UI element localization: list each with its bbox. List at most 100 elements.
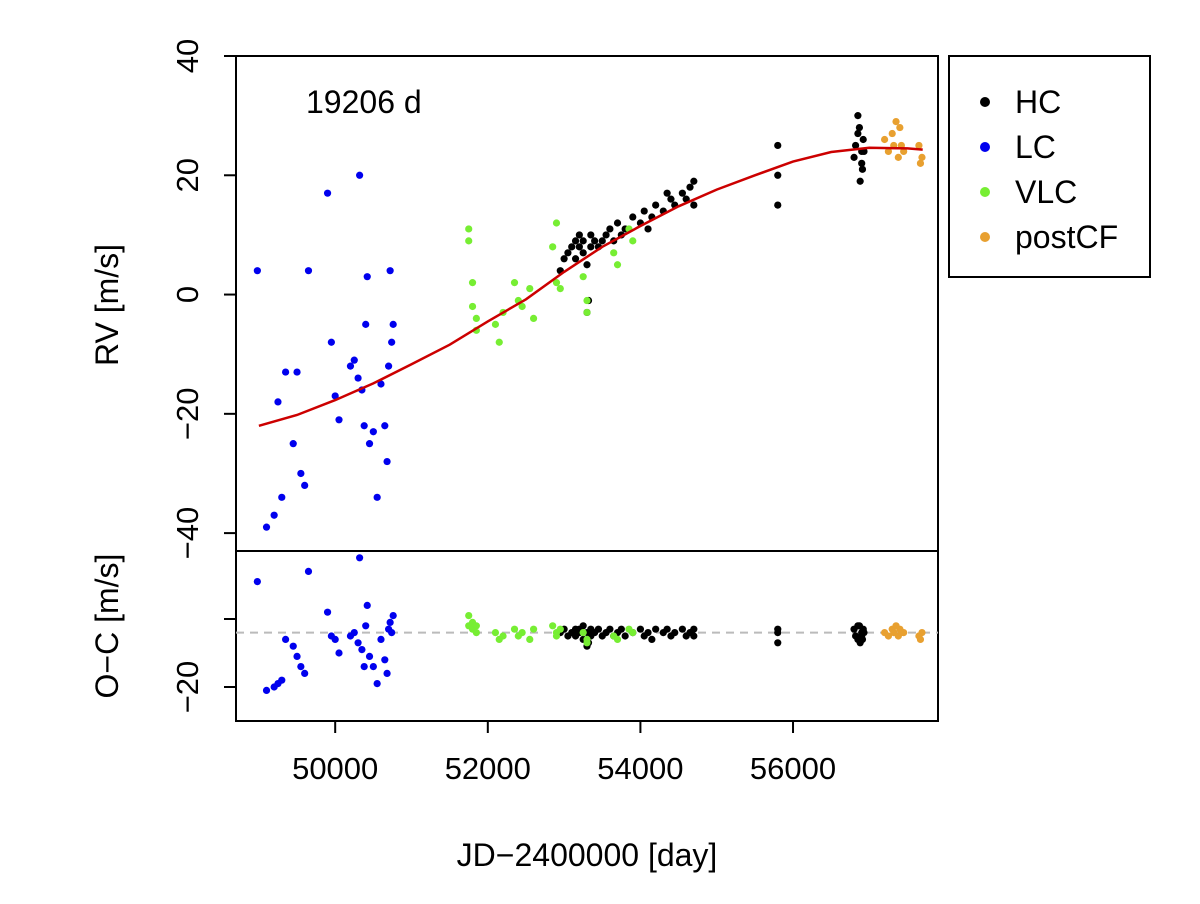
y-tick-label-rv: −20 xyxy=(170,388,205,441)
model-curve-group xyxy=(258,146,923,428)
rv-point-lc xyxy=(270,511,278,519)
residual-point-hc xyxy=(774,639,782,647)
residual-point-vlc xyxy=(491,629,500,637)
rv-point-vlc xyxy=(465,225,473,233)
residual-point-hc xyxy=(854,622,862,630)
rv-point-vlc xyxy=(579,273,587,281)
residual-point-vlc xyxy=(629,629,637,637)
rv-point-hc xyxy=(640,207,648,215)
residual-point-lc xyxy=(363,601,371,610)
rv-point-lc xyxy=(360,422,368,430)
rv-point-lc xyxy=(369,428,377,436)
rv-point-hc xyxy=(690,201,698,209)
residual-point-lc xyxy=(358,646,366,654)
residual-point-vlc xyxy=(510,625,519,633)
legend-marker-lc xyxy=(980,142,990,152)
rv-point-postcf xyxy=(896,123,904,132)
rv-point-hc xyxy=(858,159,866,167)
rv-point-vlc xyxy=(610,249,618,257)
residual-point-hc xyxy=(648,635,656,644)
rv-point-lc xyxy=(381,422,389,430)
residual-point-lc xyxy=(362,622,370,630)
rv-point-hc xyxy=(851,141,860,150)
rv-point-vlc xyxy=(613,261,622,269)
residual-point-hc xyxy=(663,625,671,633)
y-axis-title-residual: O−C [m/s] xyxy=(89,554,125,699)
residual-point-hc xyxy=(860,629,868,637)
residual-point-lc xyxy=(350,629,358,637)
rv-point-hc xyxy=(564,249,572,257)
residual-point-hc xyxy=(652,625,660,633)
residual-point-hc xyxy=(617,625,625,633)
residual-point-lc xyxy=(381,656,389,664)
rv-point-vlc xyxy=(552,219,561,227)
rv-point-hc xyxy=(579,237,587,245)
rv-point-lc xyxy=(274,398,282,406)
residual-point-lc xyxy=(377,635,385,644)
rv-point-hc xyxy=(774,141,782,150)
rv-point-vlc xyxy=(549,243,557,251)
rv-point-lc xyxy=(278,493,286,501)
residual-point-vlc xyxy=(472,622,480,630)
rv-point-lc xyxy=(346,362,355,370)
residual-point-lc xyxy=(365,652,374,661)
legend-label-hc: HC xyxy=(1015,84,1061,120)
rv-point-hc xyxy=(591,237,599,245)
rv-point-vlc xyxy=(583,296,591,305)
rv-point-hc xyxy=(686,183,694,191)
residual-point-hc xyxy=(858,635,867,644)
rv-point-vlc xyxy=(518,302,526,311)
x-tick-label: 54000 xyxy=(597,751,683,786)
rv-point-vlc xyxy=(491,320,500,328)
rv-point-hc xyxy=(575,243,583,251)
residual-point-lc xyxy=(297,663,305,671)
rv-point-lc xyxy=(365,440,374,448)
rv-point-hc xyxy=(774,201,782,209)
residual-point-vlc xyxy=(529,625,538,633)
residual-point-vlc xyxy=(583,635,591,644)
rv-point-lc xyxy=(385,362,393,370)
rv-point-hc xyxy=(629,213,637,221)
rv-point-hc xyxy=(606,225,614,233)
residual-point-hc xyxy=(606,625,614,633)
rv-point-hc xyxy=(587,231,595,239)
residual-point-hc xyxy=(636,625,645,633)
residual-point-lc xyxy=(356,554,364,562)
rv-point-lc xyxy=(301,481,309,489)
rv-point-lc xyxy=(363,273,371,281)
rv-point-lc xyxy=(335,416,343,424)
rv-point-hc xyxy=(663,189,671,197)
y-tick-label-rv: −40 xyxy=(170,507,205,560)
residual-point-lc xyxy=(304,567,313,576)
axis-ticks: 50000 52000 54000 56000 −40 −20 0 20 40 −20 xyxy=(170,39,836,786)
residual-point-lc xyxy=(386,618,394,627)
residual-point-hc xyxy=(690,625,698,633)
rv-point-hc xyxy=(602,231,610,239)
rv-point-lc xyxy=(281,368,290,376)
rv-point-hc xyxy=(587,243,595,251)
rv-point-lc xyxy=(377,380,385,388)
residual-point-lc xyxy=(373,680,381,688)
residual-point-lc xyxy=(289,642,297,650)
rv-point-lc xyxy=(293,368,301,376)
rv-point-lc xyxy=(262,523,271,531)
residual-point-lc xyxy=(262,686,271,695)
rv-point-postcf xyxy=(894,153,902,161)
rv-point-postcf xyxy=(900,147,908,156)
y-tick-label-residual: −20 xyxy=(170,661,205,714)
y-tick-label-rv: 20 xyxy=(170,158,205,192)
residual-point-postcf xyxy=(916,635,925,644)
rv-point-hc xyxy=(598,237,606,245)
residual-point-hc xyxy=(678,625,686,633)
rv-point-hc xyxy=(575,231,583,239)
residual-point-vlc xyxy=(472,629,480,637)
y-axis-title-rv: RV [m/s] xyxy=(89,244,125,366)
legend-label-postcf: postCF xyxy=(1015,219,1118,255)
rv-point-hc xyxy=(571,237,580,245)
residual-point-lc xyxy=(354,639,362,647)
rv-point-hc xyxy=(690,177,698,185)
rv-point-postcf xyxy=(892,118,900,126)
rv-point-vlc xyxy=(468,279,477,287)
rv-point-postcf xyxy=(918,153,926,161)
